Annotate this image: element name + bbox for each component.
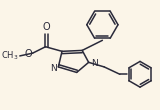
Text: N: N: [91, 59, 98, 68]
Text: N: N: [50, 64, 56, 73]
Text: O: O: [43, 22, 50, 32]
Text: CH$_3$: CH$_3$: [1, 50, 19, 62]
Text: O: O: [24, 49, 32, 59]
